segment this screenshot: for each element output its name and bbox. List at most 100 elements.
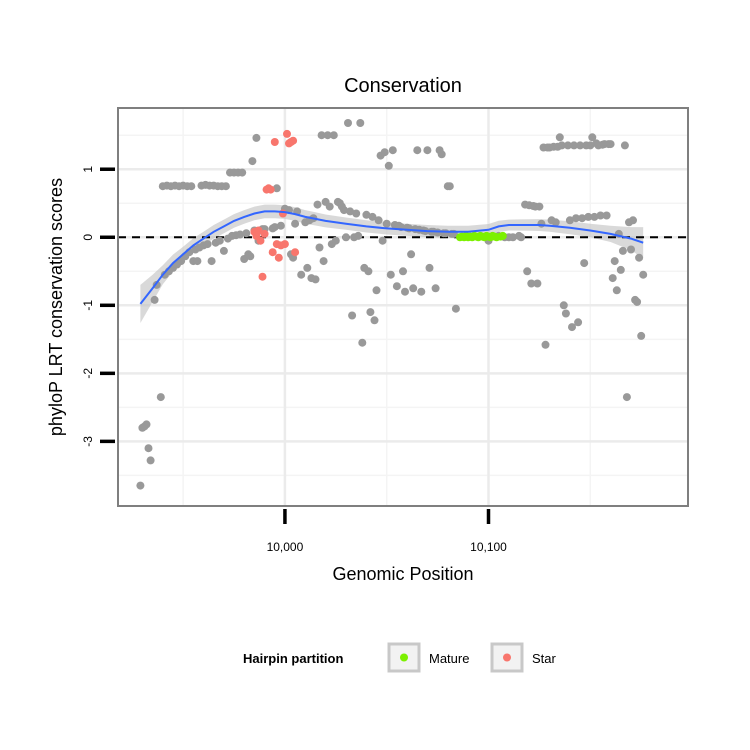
data-point-other: [325, 202, 334, 211]
data-point-other: [311, 275, 320, 284]
data-point-star: [266, 185, 275, 194]
data-point-other: [146, 456, 155, 465]
x-tick-label: 10,000: [267, 540, 304, 554]
data-point-other: [633, 297, 642, 306]
data-point-other: [368, 212, 377, 221]
y-axis: -3 -2 -1 0 1: [81, 166, 115, 447]
data-point-other: [221, 182, 230, 191]
data-point-other: [425, 263, 434, 272]
data-point-other: [535, 202, 544, 211]
data-point-other: [627, 245, 635, 254]
data-point-other: [451, 304, 460, 313]
data-point-other: [331, 236, 340, 245]
data-point-other: [352, 209, 361, 218]
y-tick-label: 0: [81, 234, 95, 241]
legend-marker-mature: [400, 653, 408, 662]
data-point-other: [362, 210, 371, 219]
data-point-other: [144, 444, 153, 453]
data-point-other: [370, 316, 379, 325]
data-point-other: [203, 240, 212, 249]
data-point-star: [278, 209, 287, 218]
data-point-other: [193, 257, 202, 266]
data-point-star: [256, 236, 265, 245]
data-point-other: [407, 250, 416, 259]
data-point-other: [570, 141, 578, 150]
data-point-other: [618, 246, 627, 255]
data-point-other: [572, 214, 580, 223]
data-point-other: [409, 284, 418, 293]
data-point-star: [254, 226, 263, 235]
data-point-other: [616, 265, 625, 274]
data-point-other: [270, 223, 279, 232]
data-point-other: [637, 331, 646, 340]
data-point-other: [551, 218, 560, 227]
data-point-other: [612, 286, 621, 295]
x-tick-label: 10,100: [470, 540, 507, 554]
data-point-other: [608, 274, 617, 283]
data-point-other: [276, 221, 285, 230]
data-point-other: [272, 184, 281, 193]
data-point-other: [590, 212, 599, 221]
data-point-star: [291, 248, 300, 257]
y-tick-label: -1: [81, 300, 95, 311]
data-point-other: [215, 236, 224, 245]
y-axis-title: phyloP LRT conservation scores: [46, 178, 66, 436]
data-point-other: [580, 259, 589, 268]
data-point-star: [283, 129, 291, 138]
data-point-other: [187, 182, 196, 191]
data-point-other: [358, 338, 367, 347]
data-point-other: [413, 146, 422, 155]
data-point-other: [557, 141, 566, 150]
data-point-other: [610, 257, 619, 266]
data-point-other: [584, 212, 593, 221]
legend-label-star: Star: [532, 651, 557, 666]
legend: Hairpin partition Mature Star: [243, 642, 557, 673]
data-point-other: [565, 216, 574, 225]
data-point-other: [238, 168, 247, 177]
data-point-other: [574, 318, 583, 327]
data-point-other: [401, 287, 409, 296]
data-point-other: [344, 119, 352, 127]
data-point-other: [366, 308, 375, 317]
points-star: [250, 129, 300, 281]
y-tick-label: -2: [81, 368, 95, 379]
data-point-other: [622, 393, 631, 402]
data-point-other: [541, 340, 550, 349]
data-point-other: [291, 219, 300, 228]
legend-marker-star: [503, 653, 511, 662]
data-point-other: [586, 141, 595, 150]
data-point-other: [303, 263, 312, 272]
data-point-other: [297, 270, 306, 279]
data-point-other: [378, 236, 387, 245]
data-point-other: [136, 481, 145, 490]
data-point-other: [329, 131, 338, 140]
data-point-other: [340, 206, 348, 215]
data-point-other: [559, 301, 568, 310]
data-point-other: [639, 270, 648, 279]
chart-title: Conservation: [344, 75, 462, 97]
data-point-other: [576, 141, 585, 150]
data-point-other: [346, 207, 355, 216]
data-point-other: [578, 214, 587, 223]
data-point-other: [602, 211, 611, 220]
data-point-star: [258, 272, 267, 281]
data-point-other: [319, 257, 328, 266]
data-point-other: [555, 133, 564, 142]
data-point-other: [246, 252, 255, 261]
data-point-other: [417, 287, 426, 296]
data-point-other: [620, 141, 629, 150]
data-point-other: [635, 253, 644, 262]
data-point-mature: [498, 231, 507, 240]
data-point-other: [150, 295, 159, 304]
data-point-other: [388, 146, 397, 155]
data-point-other: [517, 233, 526, 242]
y-tick-label: 1: [81, 166, 95, 173]
data-point-other: [380, 148, 389, 157]
data-point-other: [533, 279, 542, 288]
data-point-star: [260, 229, 269, 238]
data-point-star: [270, 138, 279, 146]
data-point-star: [289, 136, 298, 145]
data-point-other: [354, 231, 363, 240]
data-point-other: [219, 246, 228, 255]
